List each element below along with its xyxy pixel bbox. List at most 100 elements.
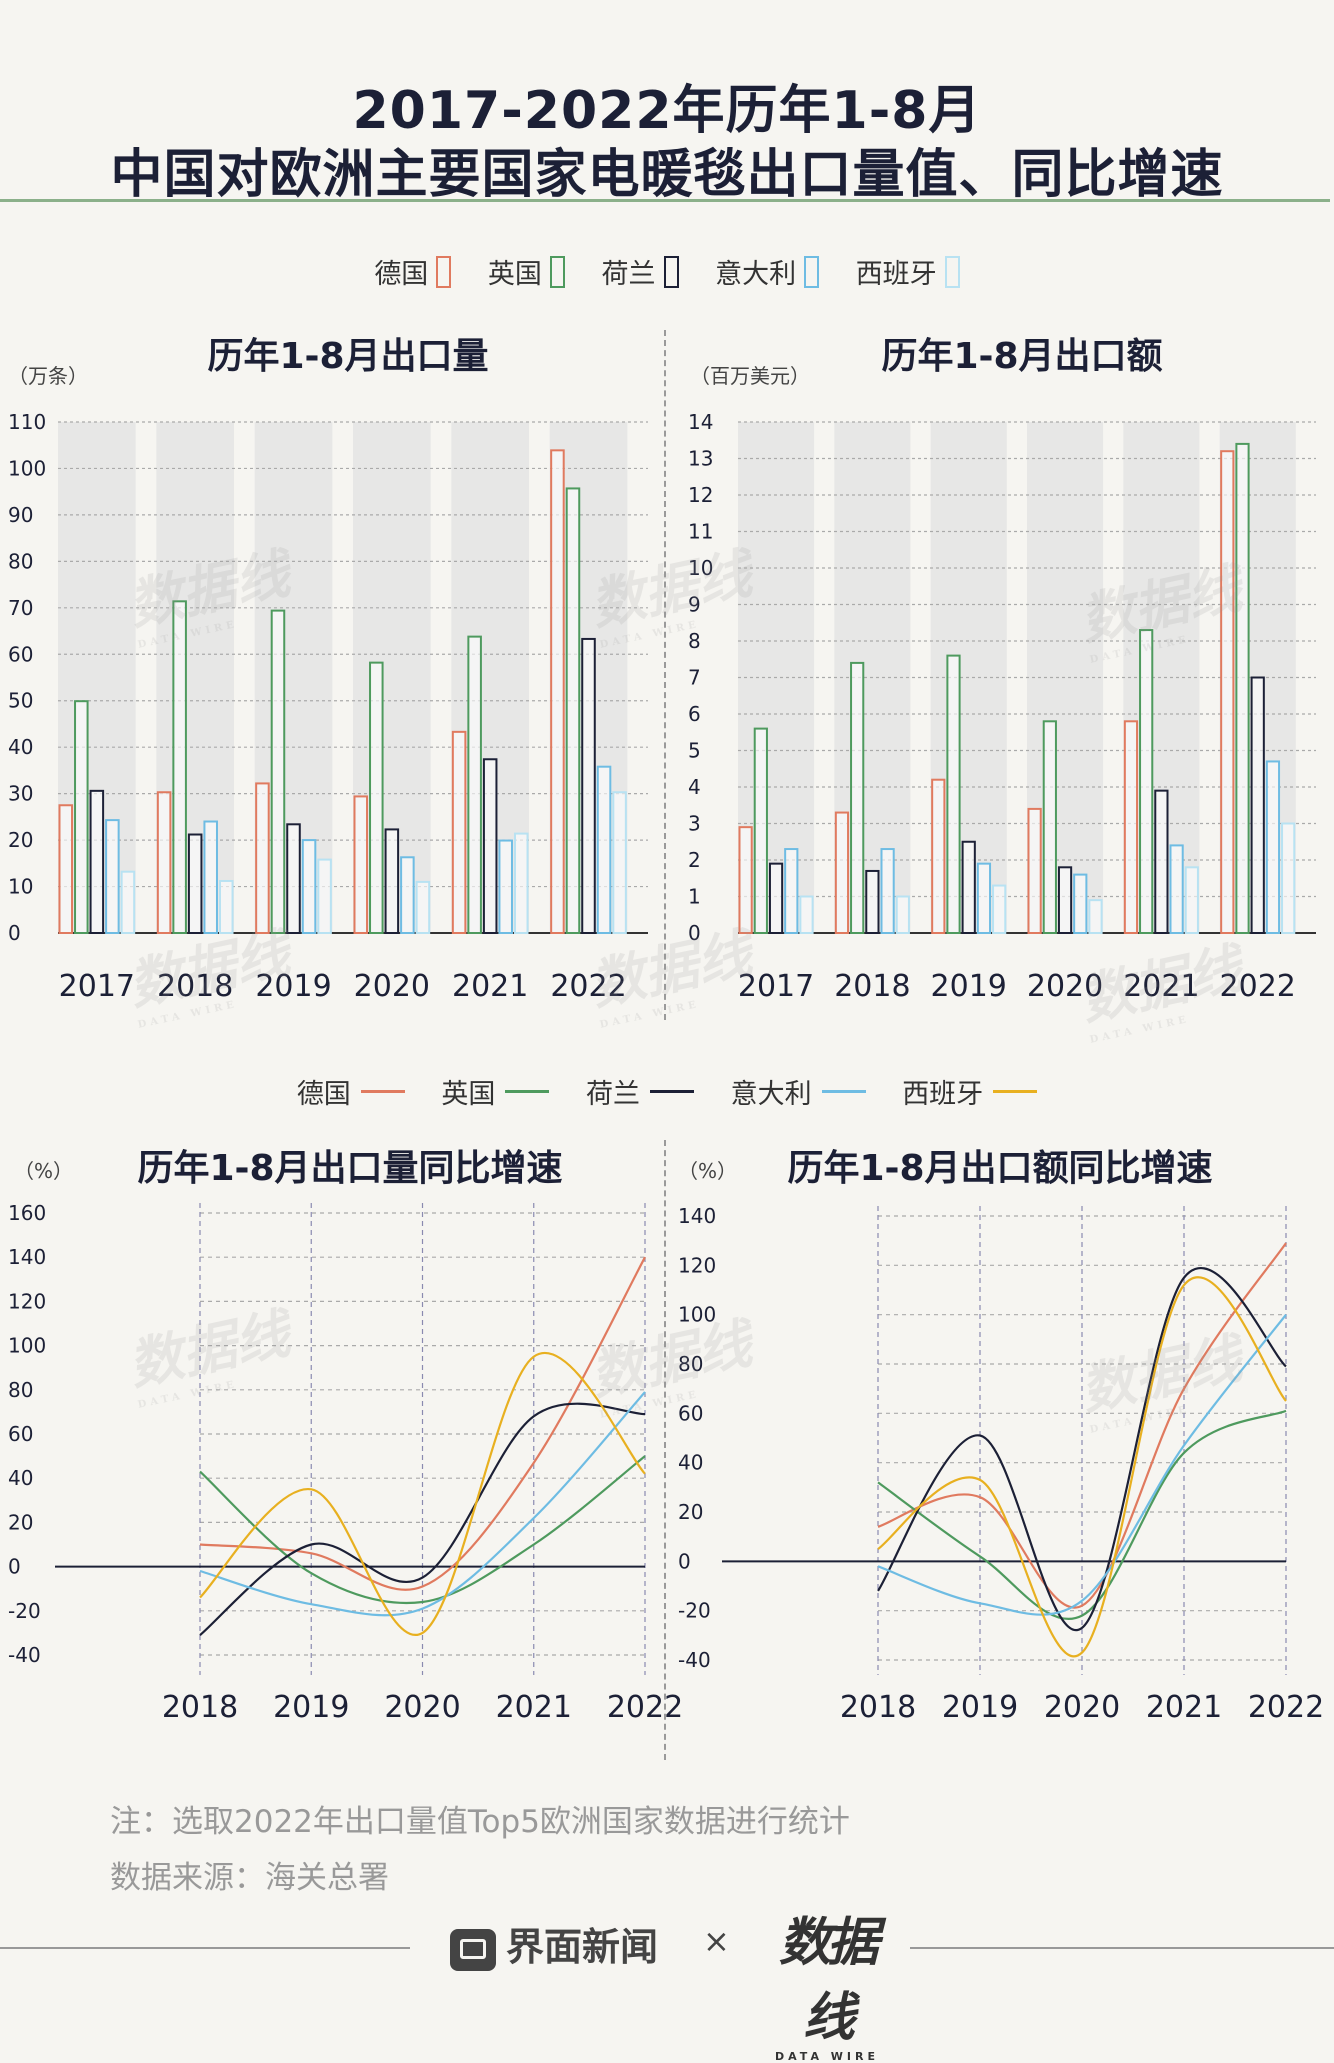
line-legend-de: 德国 — [297, 1072, 405, 1111]
line-legend-swatch — [821, 1090, 866, 1093]
bar-德国-2022 — [1220, 450, 1235, 934]
brand-name: 界面新闻 — [506, 1925, 659, 1969]
footer-rule-right — [910, 1947, 1334, 1949]
bar-西班牙-2020 — [1088, 899, 1103, 935]
x-tick-label: 2020 — [1044, 1690, 1120, 1725]
bar-意大利-2020 — [400, 856, 415, 935]
bar-荷兰-2022 — [1250, 676, 1265, 934]
value-growth-line-chart: 历年1-8月出口额同比增速 （%） -40 -20 0 20 40 60 80 100 120 140… — [678, 1148, 1324, 1725]
x-tick-label: 2018 — [157, 969, 233, 1004]
footer-rule-left — [0, 1947, 410, 1949]
y-tick-label: 1 — [688, 885, 701, 909]
y-tick-label: 12 — [688, 483, 713, 507]
bar-西班牙-2020 — [415, 880, 431, 935]
bar-意大利-2019 — [301, 839, 317, 934]
bar-德国-2018 — [834, 811, 850, 934]
line-legend-swatch — [360, 1090, 405, 1093]
title-line-1: 2017-2022年历年1-8月 — [352, 81, 982, 141]
line-荷兰 — [877, 1267, 1287, 1632]
y-tick-label: 20 — [8, 828, 33, 852]
y-tick-label: 80 — [8, 549, 33, 573]
bar-意大利-2017 — [105, 819, 120, 934]
chart-title: 历年1-8月出口量 — [207, 336, 488, 377]
export-volume-bar-chart: 历年1-8月出口量 （万条） 0 10 20 30 40 50 60 70 80 90 100 110 20… — [8, 336, 648, 1004]
y-tick-label: -20 — [8, 1599, 41, 1623]
bar-意大利-2017 — [784, 848, 799, 934]
bar-英国-2019 — [946, 654, 961, 934]
y-tick-label: 140 — [678, 1204, 716, 1228]
bar-chart-divider — [664, 330, 666, 1020]
y-tick-label: 11 — [688, 520, 713, 544]
x-tick-label: 2018 — [834, 969, 910, 1004]
bar-英国-2019 — [270, 609, 286, 934]
y-tick-label: 100 — [678, 1303, 716, 1327]
y-tick-label: 80 — [678, 1352, 703, 1376]
y-tick-label: -40 — [8, 1643, 41, 1667]
bar-西班牙-2018 — [218, 879, 234, 934]
x-tick-label: 2021 — [1146, 1690, 1222, 1725]
x-tick-label: 2022 — [1220, 969, 1296, 1004]
line-意大利 — [199, 1391, 646, 1617]
y-tick-label: 7 — [688, 666, 701, 690]
x-tick-label: 2022 — [1248, 1690, 1324, 1725]
bar-意大利-2021 — [498, 839, 513, 935]
y-unit-label: （%） — [14, 1159, 73, 1183]
y-tick-label: 100 — [8, 456, 46, 480]
y-tick-label: 9 — [688, 593, 701, 617]
y-tick-label: 20 — [678, 1500, 703, 1524]
bar-legend-nl: 荷兰 — [602, 252, 679, 291]
bar-德国-2017 — [738, 826, 753, 934]
bar-荷兰-2021 — [482, 758, 498, 935]
y-tick-label: 8 — [688, 629, 701, 653]
y-tick-label: 40 — [678, 1451, 703, 1475]
y-tick-label: 0 — [8, 921, 21, 945]
x-tick-label: 2018 — [162, 1690, 238, 1725]
y-tick-label: 30 — [8, 782, 33, 806]
bar-英国-2020 — [369, 661, 384, 934]
y-tick-label: 120 — [678, 1253, 716, 1277]
bar-英国-2022 — [1235, 442, 1250, 935]
bar-德国-2017 — [58, 804, 74, 934]
bar-legend-it: 意大利 — [715, 252, 820, 291]
y-tick-label: 14 — [688, 410, 713, 434]
bar-意大利-2022 — [1265, 760, 1281, 935]
bar-意大利-2018 — [880, 848, 895, 934]
partner-sub: DATA WIRE — [775, 2050, 879, 2063]
line-legend-uk: 英国 — [441, 1072, 550, 1111]
bar-德国-2021 — [451, 730, 467, 934]
y-tick-label: 120 — [8, 1289, 46, 1313]
y-tick-label: 4 — [688, 775, 701, 799]
x-tick-label: 2021 — [1123, 969, 1199, 1004]
x-tick-label: 2021 — [496, 1690, 572, 1725]
bar-荷兰-2017 — [89, 789, 105, 934]
bar-英国-2022 — [565, 487, 581, 934]
note-text: 注：选取2022年出口量值Top5欧洲国家数据进行统计 — [110, 1804, 850, 1840]
y-tick-label: 40 — [8, 1466, 33, 1490]
bar-荷兰-2017 — [768, 862, 784, 935]
line-legend-swatch — [505, 1090, 550, 1093]
y-tick-label: 10 — [8, 875, 33, 899]
line-英国 — [877, 1409, 1287, 1620]
bar-荷兰-2022 — [581, 637, 596, 934]
bar-荷兰-2018 — [187, 833, 203, 934]
y-unit-label: （%） — [678, 1159, 737, 1183]
bar-英国-2017 — [753, 727, 768, 934]
bar-荷兰-2018 — [865, 869, 880, 935]
bar-西班牙-2022 — [612, 791, 627, 935]
x-tick-label: 2022 — [607, 1690, 683, 1725]
bar-德国-2021 — [1123, 720, 1139, 934]
bar-legend-es: 西班牙 — [856, 252, 960, 291]
chart-title: 历年1-8月出口量同比增速 — [137, 1148, 562, 1189]
y-tick-label: -20 — [678, 1599, 711, 1623]
y-tick-label: 10 — [688, 556, 713, 580]
bar-德国-2022 — [550, 449, 565, 934]
y-tick-label: 80 — [8, 1378, 33, 1402]
line-荷兰 — [199, 1402, 646, 1636]
bar-legend-swatch — [436, 255, 452, 288]
x-tick-label: 2017 — [738, 969, 814, 1004]
y-tick-label: 13 — [688, 447, 713, 471]
line-legend-nl: 荷兰 — [586, 1072, 694, 1111]
bar-legend-uk: 英国 — [488, 252, 565, 291]
bar-意大利-2022 — [596, 765, 612, 934]
